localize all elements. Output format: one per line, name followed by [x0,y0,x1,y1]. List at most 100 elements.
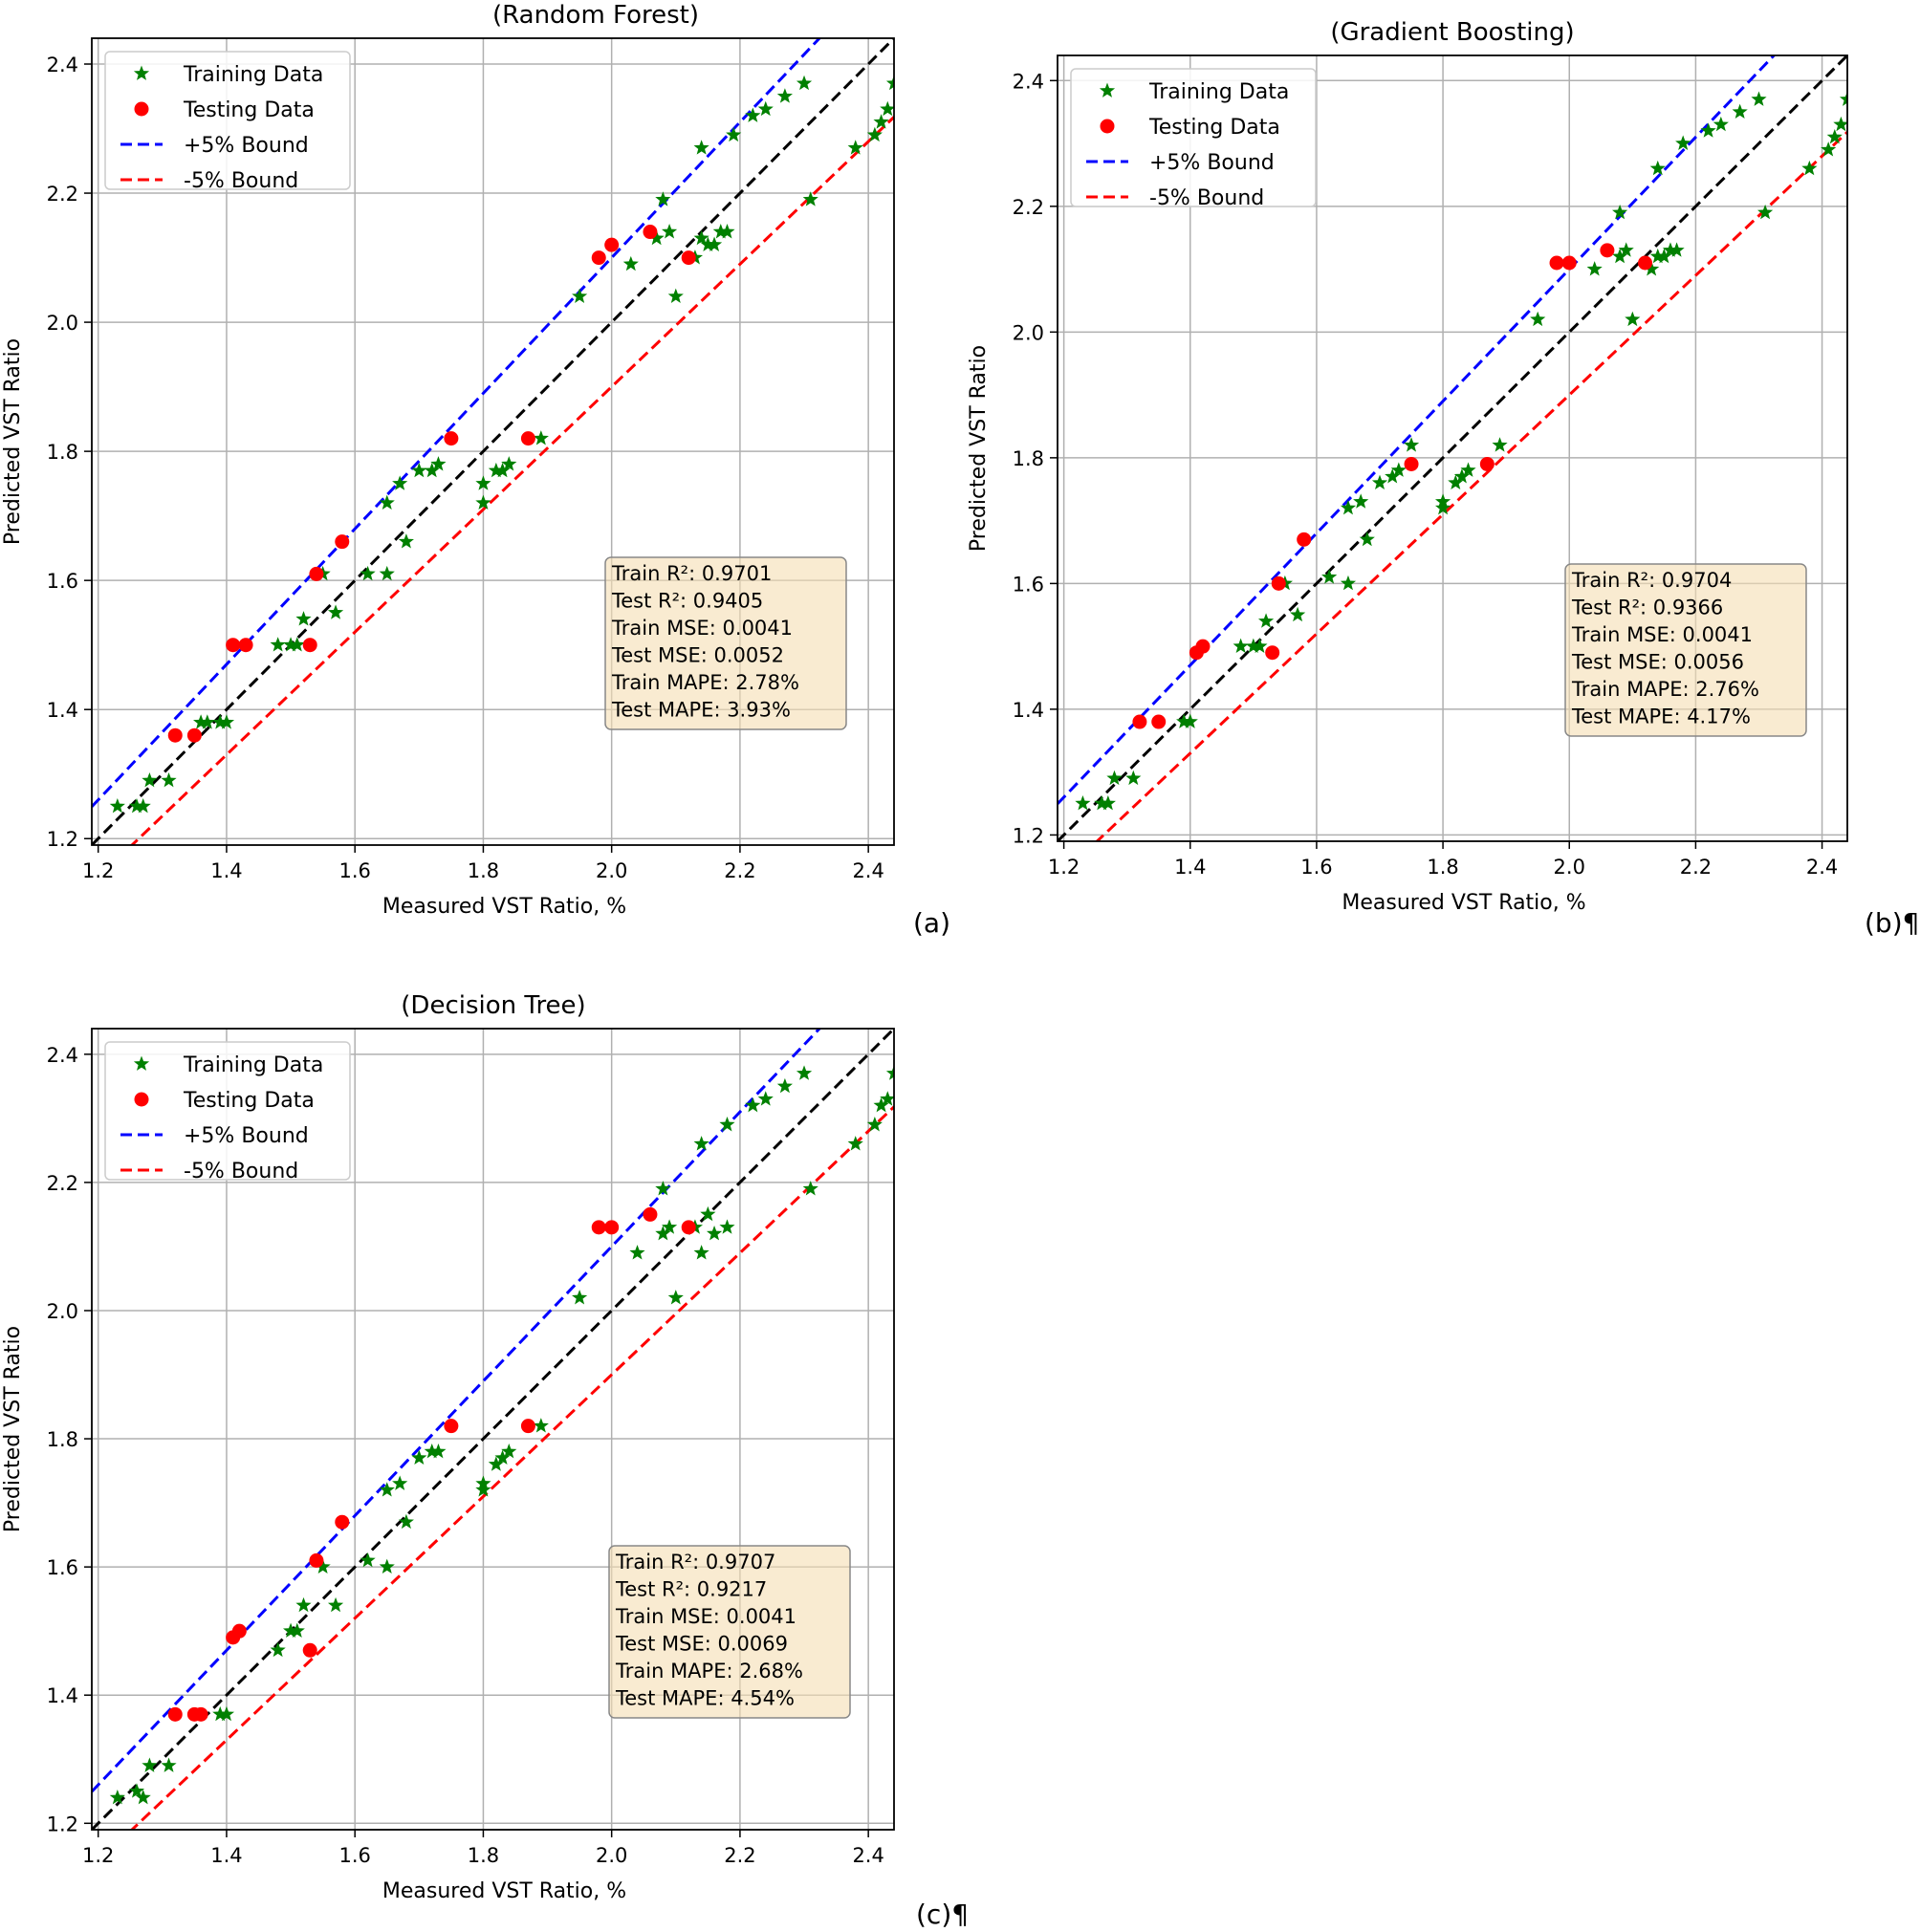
x-tick-label: 1.8 [468,1844,499,1867]
y-axis-label: Predicted VST Ratio [967,345,991,552]
training-point [693,229,709,246]
chart-title: (Gradient Boosting) [1330,18,1574,47]
testing-point [309,566,324,581]
testing-point [335,534,350,550]
training-point [282,637,299,652]
x-tick-label: 2.2 [724,1844,755,1867]
legend-star-marker [133,1055,150,1071]
annotation-line: Test R²: 0.9405 [611,590,763,613]
testing-point [520,431,535,446]
legend-circle-marker [1100,119,1115,134]
training-point [1106,770,1123,786]
legend-entry-label: Testing Data [1148,116,1280,140]
testing-point [1151,714,1167,729]
training-point [430,1443,447,1459]
annotation-line: Train MAPE: 2.68% [615,1660,803,1682]
training-point [796,1065,813,1080]
training-point [218,1705,235,1722]
training-point [776,88,793,103]
training-point [700,236,716,251]
annotation-line: Test R²: 0.9366 [1571,597,1723,619]
plus-5pct-bound-line [92,1029,822,1793]
axes-frame [1057,54,1848,842]
x-tick-label: 2.2 [724,859,755,882]
identity-line [92,38,894,845]
legend: Training Data Testing Data +5% Bound -5% Bo… [104,51,351,193]
x-tick-label: 1.4 [1174,856,1206,879]
training-point [693,1136,709,1151]
training-point [885,1065,894,1080]
training-point [392,475,408,490]
y-tick-label: 2.0 [1013,321,1044,344]
training-point [1675,135,1691,150]
testing-point [186,727,202,743]
training-point [745,1096,761,1113]
training-point [847,140,863,155]
annotation-line: Test R²: 0.9217 [615,1578,767,1601]
training-point [494,1449,511,1465]
chart-panel-1: 1.2 1.4 1.6 1.8 2.0 2.2 2.4 1.2 1.4 1.6 1.8 2.0 2.2 2… [967,18,1919,939]
training-point [135,797,151,814]
training-point [885,75,894,91]
legend-entry-label: -5% Bound [184,169,298,193]
metrics-annotation: Train R²: 0.9707 Test R²: 0.9217 Train MSE… [608,1545,851,1719]
training-point [629,1245,645,1260]
testing-point [591,1220,606,1235]
annotation-line: Train MSE: 0.0041 [611,617,793,640]
training-point [1700,122,1716,138]
training-point [475,475,491,490]
legend: Training Data Testing Data +5% Bound -5% Bo… [104,1041,351,1183]
training-point [501,1443,517,1459]
legend-entry-label: -5% Bound [184,1160,298,1183]
testing-point [231,1623,247,1639]
training-point [128,797,145,814]
training-point [379,1558,395,1574]
training-point [1732,103,1748,119]
training-point [1182,713,1198,728]
training-point [802,1181,818,1196]
annotation-line: Test MAPE: 3.93% [611,699,791,722]
y-tick-label: 2.4 [47,54,78,76]
training-point [1075,795,1091,811]
x-tick-label: 1.8 [1427,856,1458,879]
training-point [1340,575,1357,591]
training-point [655,1226,671,1241]
training-point [475,494,491,510]
x-tick-label: 1.6 [338,1844,370,1867]
testing-point [681,1220,696,1235]
training-point [648,229,665,246]
training-point [655,1181,671,1196]
testing-point [591,250,606,266]
training-point [1625,311,1641,327]
training-point [379,1482,395,1497]
training-point [142,771,158,788]
training-point [796,75,813,91]
training-point [622,255,639,271]
training-point [1321,569,1338,584]
annotation-line: Test MSE: 0.0056 [1571,651,1744,674]
training-point [199,714,215,729]
axes-frame [91,37,895,846]
legend-circle-marker [134,1092,149,1107]
training-point [488,462,504,478]
training-point [411,1449,427,1465]
training-point [475,1482,491,1497]
annotation-line: Test MAPE: 4.17% [1571,706,1751,728]
training-point [1252,638,1268,654]
x-tick-label: 2.0 [1554,856,1585,879]
training-point [212,1705,229,1722]
annotation-line: Train R²: 0.9701 [611,562,772,585]
x-axis-label: Measured VST Ratio, % [382,895,626,919]
testing-point [302,638,317,653]
legend-entry-label: Testing Data [183,1089,315,1113]
training-point [289,1622,305,1639]
training-point [662,224,678,239]
training-point [494,462,511,478]
training-point [1612,248,1628,264]
annotation-line: Train R²: 0.9707 [615,1551,775,1574]
minus-5pct-bound-line [129,1105,894,1830]
training-point [1757,204,1774,220]
training-point [866,1117,883,1132]
chart-title: (Decision Tree) [401,991,585,1020]
training-point [1100,795,1116,811]
